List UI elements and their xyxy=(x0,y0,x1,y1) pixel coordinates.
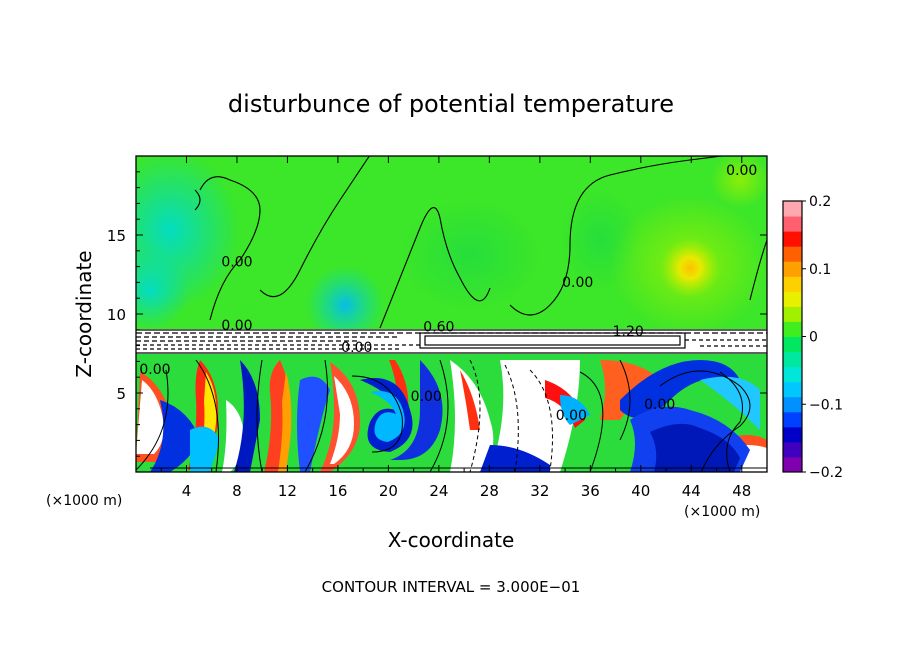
colorbar-segment xyxy=(783,336,802,353)
x-tick-label: 8 xyxy=(232,482,242,500)
colorbar-segment xyxy=(783,291,802,307)
colorbar-segment xyxy=(783,396,802,413)
contour-interval-note: CONTOUR INTERVAL = 3.000E−01 xyxy=(322,578,581,596)
colorbar-segment xyxy=(783,231,802,247)
contour-label: 0.00 xyxy=(556,408,587,424)
contour-label: 1.20 xyxy=(613,324,644,340)
contour-label: 0.00 xyxy=(221,255,252,271)
contour-label: 0.00 xyxy=(644,397,675,413)
colorbar-segment xyxy=(783,366,802,383)
colorbar-segment xyxy=(783,276,802,292)
yellow-patch-right xyxy=(660,238,720,298)
x-tick-label: 20 xyxy=(379,482,398,500)
colorbar-segment xyxy=(783,456,802,473)
colorbar-segment xyxy=(783,201,802,217)
colorbar-segment xyxy=(783,441,802,458)
contour-label: 0.00 xyxy=(341,340,372,356)
colorbar-segment xyxy=(783,246,802,262)
contour-label: 0.00 xyxy=(139,362,170,378)
colorbar-segment xyxy=(783,381,802,398)
inversion-contours xyxy=(136,329,767,354)
colorbar-tick-label: −0.2 xyxy=(809,465,843,481)
colorbar-tick-label: −0.1 xyxy=(809,397,843,413)
x-tick-label: 24 xyxy=(429,482,448,500)
x-tick-label: 40 xyxy=(631,482,650,500)
green-patch-center xyxy=(400,200,540,310)
colorbar-segment xyxy=(783,411,802,428)
x-tick-label: 44 xyxy=(682,482,701,500)
colorbar-segment xyxy=(783,321,802,337)
colorbar-segment xyxy=(783,426,802,443)
colorbar-segment xyxy=(783,216,802,232)
colorbar-tick-label: 0.1 xyxy=(809,262,831,278)
contour-labels: 0.00 0.60 1.20 0.00 0.00 0.00 0.00 0.00 0.00 0.00… xyxy=(139,163,757,424)
x-tick-label: 48 xyxy=(732,482,751,500)
y-tick-label: 15 xyxy=(107,227,126,245)
colorbar-segment xyxy=(783,306,802,322)
cyan-patch-center xyxy=(305,265,385,345)
upper-contours xyxy=(194,156,767,329)
y-tick-label: 10 xyxy=(107,306,126,324)
y-tick-label: 5 xyxy=(116,385,126,403)
y-axis: 5 10 15 xyxy=(107,171,767,457)
colorbar-tick-label: 0.2 xyxy=(809,194,831,210)
x-tick-label: 4 xyxy=(182,482,192,500)
contour-label: 0.00 xyxy=(562,275,593,291)
lime-patch-upper-right xyxy=(710,156,767,208)
x-axis-label: X-coordinate xyxy=(388,528,515,552)
colorbar-segment xyxy=(783,261,802,277)
contour-label: 0.60 xyxy=(423,319,454,335)
x-tick-label: 32 xyxy=(530,482,549,500)
plot-field xyxy=(136,156,767,472)
x-unit-label-right: (×1000 m) xyxy=(684,504,760,520)
contour-label: 0.00 xyxy=(221,318,252,334)
colorbar: 0.2 0.1 0 −0.1 −0.2 xyxy=(782,194,843,481)
contour-label: 0.00 xyxy=(726,163,757,179)
y-axis-label: Z-coordinate xyxy=(72,250,96,377)
colorbar-segment xyxy=(783,351,802,368)
x-tick-label: 12 xyxy=(278,482,297,500)
x-unit-label-left: (×1000 m) xyxy=(46,493,122,509)
x-tick-label: 36 xyxy=(581,482,600,500)
x-tick-label: 16 xyxy=(328,482,347,500)
colorbar-tick-label: 0 xyxy=(809,330,818,346)
contour-label: 0.00 xyxy=(411,389,442,405)
lower-contours xyxy=(136,359,767,472)
chart-title: disturbunce of potential temperature xyxy=(228,90,674,118)
x-tick-label: 28 xyxy=(480,482,499,500)
x-axis: 4 8 12 16 20 24 28 32 36 40 44 48 xyxy=(160,156,751,500)
cyan-patch-left-2 xyxy=(136,250,190,330)
